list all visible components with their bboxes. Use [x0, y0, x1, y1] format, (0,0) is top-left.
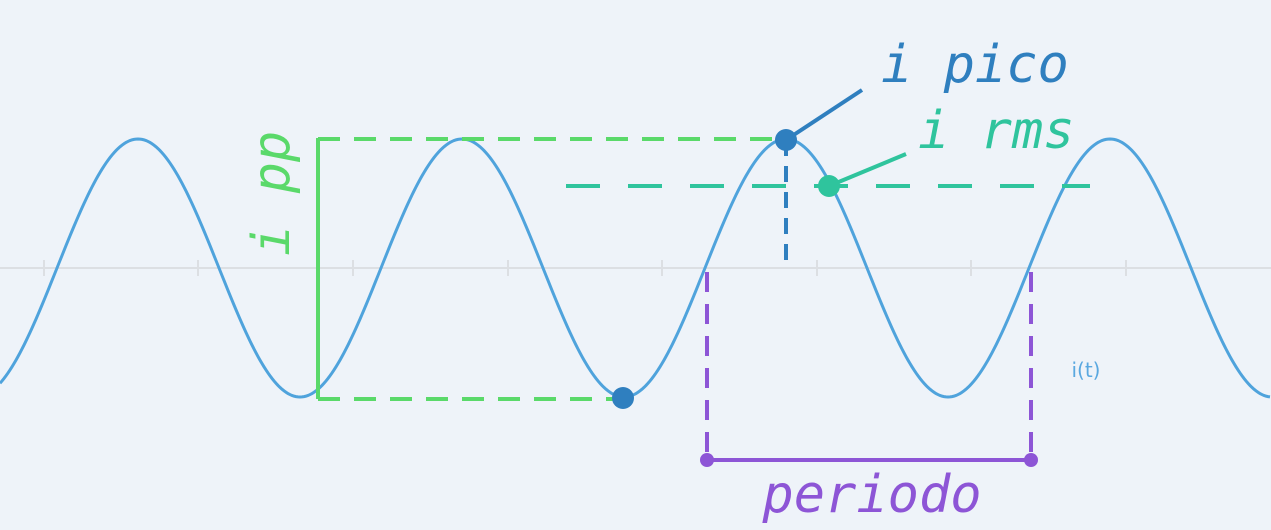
peak-point [775, 129, 797, 151]
periodo-label: periodo [761, 465, 981, 525]
rms-point [818, 175, 840, 197]
period-start-dot [700, 453, 714, 467]
sine-wave [0, 137, 1271, 399]
trough-point [612, 387, 634, 409]
rms-leader-line [828, 152, 907, 188]
period-bracket [705, 272, 1033, 462]
peak-to-peak-bracket [316, 137, 786, 401]
i-pico-label: i pico [881, 35, 1069, 95]
pico-leader-line [784, 88, 864, 142]
axis-ticks [43, 260, 1127, 276]
i-pp-label: i pp [242, 131, 302, 256]
trace-label: i(t) [1071, 358, 1100, 382]
period-end-dot [1024, 453, 1038, 467]
i-rms-label: i rms [918, 101, 1075, 161]
